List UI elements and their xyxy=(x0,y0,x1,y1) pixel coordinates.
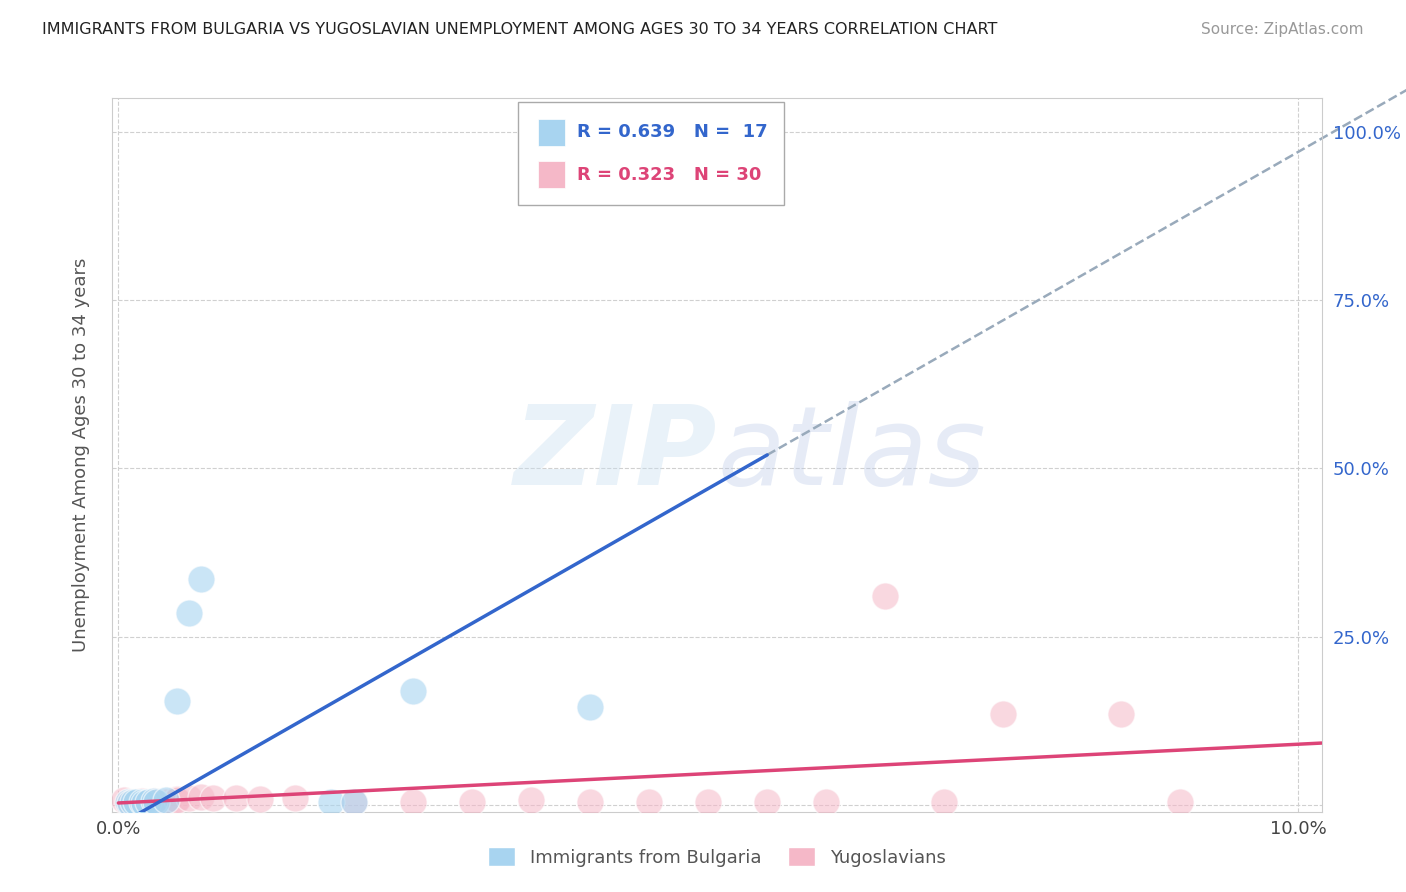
Point xyxy=(117,795,139,809)
Point xyxy=(815,795,838,809)
FancyBboxPatch shape xyxy=(517,102,783,205)
Legend: Immigrants from Bulgaria, Yugoslavians: Immigrants from Bulgaria, Yugoslavians xyxy=(481,840,953,874)
Point xyxy=(125,795,148,809)
Point xyxy=(190,789,212,804)
Point xyxy=(756,795,779,809)
Point xyxy=(155,795,177,809)
Point xyxy=(201,791,224,805)
Point xyxy=(697,795,720,809)
Point xyxy=(131,796,153,810)
Point xyxy=(136,795,159,809)
Point xyxy=(461,795,484,809)
Point xyxy=(112,792,135,806)
Point xyxy=(319,795,342,809)
Point xyxy=(402,795,425,809)
Point xyxy=(142,795,165,809)
Point xyxy=(134,796,156,810)
Point xyxy=(343,795,366,809)
Point xyxy=(579,795,602,809)
Text: atlas: atlas xyxy=(717,401,986,508)
Point xyxy=(179,791,201,805)
Point xyxy=(120,795,142,809)
Point xyxy=(249,792,271,806)
FancyBboxPatch shape xyxy=(538,119,565,145)
Text: Source: ZipAtlas.com: Source: ZipAtlas.com xyxy=(1201,22,1364,37)
Point xyxy=(520,792,543,806)
Point xyxy=(131,795,153,809)
Point xyxy=(125,795,148,809)
Point xyxy=(1168,795,1191,809)
Point xyxy=(120,796,142,810)
Point xyxy=(145,795,167,809)
Point xyxy=(579,700,602,714)
Point xyxy=(142,794,165,808)
Y-axis label: Unemployment Among Ages 30 to 34 years: Unemployment Among Ages 30 to 34 years xyxy=(72,258,90,652)
Point xyxy=(166,693,188,707)
Point xyxy=(991,707,1014,722)
Point xyxy=(284,791,307,805)
FancyBboxPatch shape xyxy=(538,161,565,188)
Text: R = 0.323   N = 30: R = 0.323 N = 30 xyxy=(576,166,761,184)
Point xyxy=(1109,707,1132,722)
Text: IMMIGRANTS FROM BULGARIA VS YUGOSLAVIAN UNEMPLOYMENT AMONG AGES 30 TO 34 YEARS C: IMMIGRANTS FROM BULGARIA VS YUGOSLAVIAN … xyxy=(42,22,997,37)
Point xyxy=(166,792,188,806)
Point xyxy=(638,795,661,809)
Point xyxy=(131,794,153,808)
Point xyxy=(121,795,143,809)
Point xyxy=(190,573,212,587)
Point xyxy=(155,792,177,806)
Point xyxy=(142,794,165,808)
Point xyxy=(343,795,366,809)
Point xyxy=(934,795,956,809)
Point xyxy=(179,606,201,620)
Point xyxy=(875,589,897,603)
Point xyxy=(166,793,188,807)
Point xyxy=(402,683,425,698)
Text: ZIP: ZIP xyxy=(513,401,717,508)
Point xyxy=(225,791,247,805)
Text: R = 0.639   N =  17: R = 0.639 N = 17 xyxy=(576,123,768,141)
